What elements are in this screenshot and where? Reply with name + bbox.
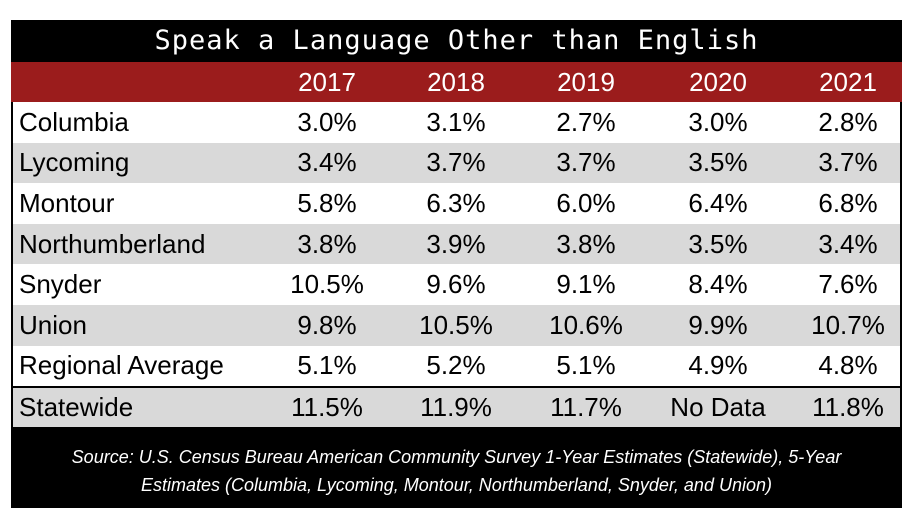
table-cell: 5.1% [297, 350, 357, 381]
table-cell: 3.5% [688, 228, 748, 259]
table-frame: Speak a Language Other than English 2017… [11, 20, 902, 508]
table-cell: 7.6% [818, 269, 878, 300]
table-cell: 8.4% [688, 269, 748, 300]
column-header-2017: 2017 [298, 67, 356, 97]
table-cell: 3.0% [297, 106, 357, 137]
table-cell: 3.5% [688, 147, 748, 178]
table-cell: 10.7% [811, 309, 885, 340]
table-row: Columbia 3.0% 3.1% 2.7% 3.0% 2.8% [13, 102, 900, 143]
column-header-2018: 2018 [427, 67, 485, 97]
column-header-2021: 2021 [819, 67, 877, 97]
table-cell: 11.5% [291, 392, 363, 423]
table-row: Union 9.8% 10.5% 10.6% 9.9% 10.7% [13, 304, 900, 346]
table-title: Speak a Language Other than English [154, 25, 759, 56]
table-cell: 9.8% [297, 309, 357, 340]
table-cell: 10.6% [549, 309, 623, 340]
table-cell: 10.5% [290, 269, 364, 300]
row-label: Columbia [19, 106, 129, 137]
table-cell: 3.7% [426, 147, 486, 178]
table-cell: 5.2% [426, 350, 486, 381]
table-cell: 3.0% [688, 106, 748, 137]
table-cell: 9.6% [426, 269, 486, 300]
row-label: Statewide [19, 392, 134, 423]
table-row: Montour 5.8% 6.3% 6.0% 6.4% 6.8% [13, 183, 900, 224]
table-cell: 9.9% [688, 309, 748, 340]
table-row: Lycoming 3.4% 3.7% 3.7% 3.5% 3.7% [13, 142, 900, 184]
table-cell: 10.5% [419, 309, 493, 340]
table-cell: 11.9% [420, 392, 492, 423]
table-cell: 3.7% [556, 147, 616, 178]
row-label: Montour [19, 187, 115, 218]
table-cell: 2.7% [556, 106, 616, 137]
column-header-2019: 2019 [557, 67, 615, 97]
column-header-2020: 2020 [689, 67, 747, 97]
header-row: 2017 2018 2019 2020 2021 [11, 62, 902, 102]
row-label: Northumberland [19, 228, 206, 259]
table-cell: 4.8% [818, 350, 878, 381]
table-cell: 3.1% [426, 106, 486, 137]
table-cell: 3.4% [818, 228, 878, 259]
table-cell: 4.9% [688, 350, 748, 381]
table-cell: 9.1% [556, 269, 616, 300]
table-cell: 3.7% [818, 147, 878, 178]
source-note: Source: U.S. Census Bureau American Comm… [11, 437, 902, 508]
row-label: Lycoming [19, 147, 130, 178]
table-cell: No Data [670, 392, 766, 423]
table-cell: 6.8% [818, 187, 878, 218]
table-row: Regional Average 5.1% 5.2% 5.1% 4.9% 4.8% [13, 345, 900, 387]
table-cell: 3.4% [297, 147, 357, 178]
source-line-2: Estimates (Columbia, Lycoming, Montour, … [141, 475, 772, 495]
row-label: Snyder [19, 269, 102, 300]
table-cell: 11.8% [812, 392, 884, 423]
table-cell: 5.8% [297, 187, 357, 218]
row-label: Regional Average [19, 350, 224, 381]
table-cell: 2.8% [818, 106, 878, 137]
table-row: Statewide 11.5% 11.9% 11.7% No Data 11.8% [13, 386, 900, 428]
table-cell: 6.4% [688, 187, 748, 218]
table-cell: 3.8% [297, 228, 357, 259]
table-cell: 3.9% [426, 228, 486, 259]
row-label: Union [19, 309, 87, 340]
table-cell: 6.0% [556, 187, 616, 218]
table-body: Columbia 3.0% 3.1% 2.7% 3.0% 2.8% Lycoming 3.4%… [13, 102, 900, 428]
table-cell: 5.1% [556, 350, 616, 381]
table-cell: 11.7% [550, 392, 622, 423]
table-row: Snyder 10.5% 9.6% 9.1% 8.4% 7.6% [13, 264, 900, 305]
table-cell: 6.3% [426, 187, 486, 218]
source-line-1: Source: U.S. Census Bureau American Comm… [71, 447, 842, 467]
table-cell: 3.8% [556, 228, 616, 259]
table-row: Northumberland 3.8% 3.9% 3.8% 3.5% 3.4% [13, 223, 900, 265]
